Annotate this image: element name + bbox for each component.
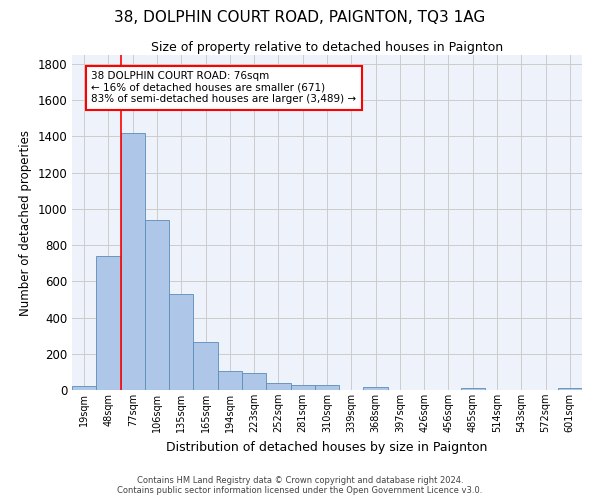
Bar <box>96 256 121 390</box>
Bar <box>290 385 315 390</box>
Bar <box>266 383 290 390</box>
X-axis label: Distribution of detached houses by size in Paignton: Distribution of detached houses by size … <box>166 440 488 454</box>
Bar <box>364 388 388 390</box>
Bar <box>169 294 193 390</box>
Bar <box>121 133 145 390</box>
Bar <box>145 220 169 390</box>
Bar <box>315 385 339 390</box>
Y-axis label: Number of detached properties: Number of detached properties <box>19 130 32 316</box>
Bar <box>72 386 96 390</box>
Text: 38, DOLPHIN COURT ROAD, PAIGNTON, TQ3 1AG: 38, DOLPHIN COURT ROAD, PAIGNTON, TQ3 1A… <box>115 10 485 25</box>
Bar <box>558 388 582 390</box>
Bar <box>193 342 218 390</box>
Bar <box>242 373 266 390</box>
Bar <box>461 388 485 390</box>
Bar <box>218 371 242 390</box>
Title: Size of property relative to detached houses in Paignton: Size of property relative to detached ho… <box>151 41 503 54</box>
Text: Contains HM Land Registry data © Crown copyright and database right 2024.
Contai: Contains HM Land Registry data © Crown c… <box>118 476 482 495</box>
Text: 38 DOLPHIN COURT ROAD: 76sqm
← 16% of detached houses are smaller (671)
83% of s: 38 DOLPHIN COURT ROAD: 76sqm ← 16% of de… <box>91 72 356 104</box>
